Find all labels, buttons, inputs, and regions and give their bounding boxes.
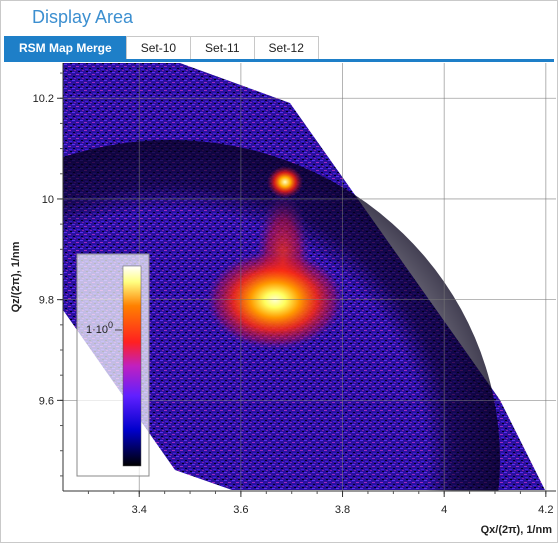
heatmap-layer <box>63 63 545 491</box>
tab-set-11[interactable]: Set-11 <box>190 36 255 59</box>
y-tick-label: 9.6 <box>39 395 54 407</box>
y-tick-label: 10 <box>42 194 54 206</box>
y-axis-title: Qz/(2π), 1/nm <box>10 241 22 312</box>
x-axis-ticks: 3.4 3.6 3.8 4 4.2 <box>87 491 553 516</box>
tab-underline <box>4 59 554 62</box>
x-tick-label: 3.6 <box>233 504 248 516</box>
x-tick-label: 4 <box>441 504 447 516</box>
x-tick-label: 3.4 <box>132 504 147 516</box>
secondary-peak <box>267 166 303 198</box>
tab-bar: RSM Map Merge Set-10 Set-11 Set-12 <box>4 36 319 60</box>
y-axis-ticks: 9.6 9.8 10 10.2 <box>33 72 63 477</box>
colorbar-panel: 1·100 <box>76 253 150 477</box>
colorbar-label: 1·100 <box>86 320 113 336</box>
x-tick-label: 4.2 <box>538 504 553 516</box>
colorbar-gradient <box>122 265 142 467</box>
x-tick-label: 3.8 <box>335 504 350 516</box>
y-tick-label: 10.2 <box>33 93 54 105</box>
tab-rsm-map-merge[interactable]: RSM Map Merge <box>4 36 127 59</box>
y-tick-label: 9.8 <box>39 295 54 307</box>
panel-title: Display Area <box>32 7 134 27</box>
x-axis-title: Qx/(2π), 1/nm <box>481 524 553 536</box>
tab-set-12[interactable]: Set-12 <box>253 36 319 59</box>
